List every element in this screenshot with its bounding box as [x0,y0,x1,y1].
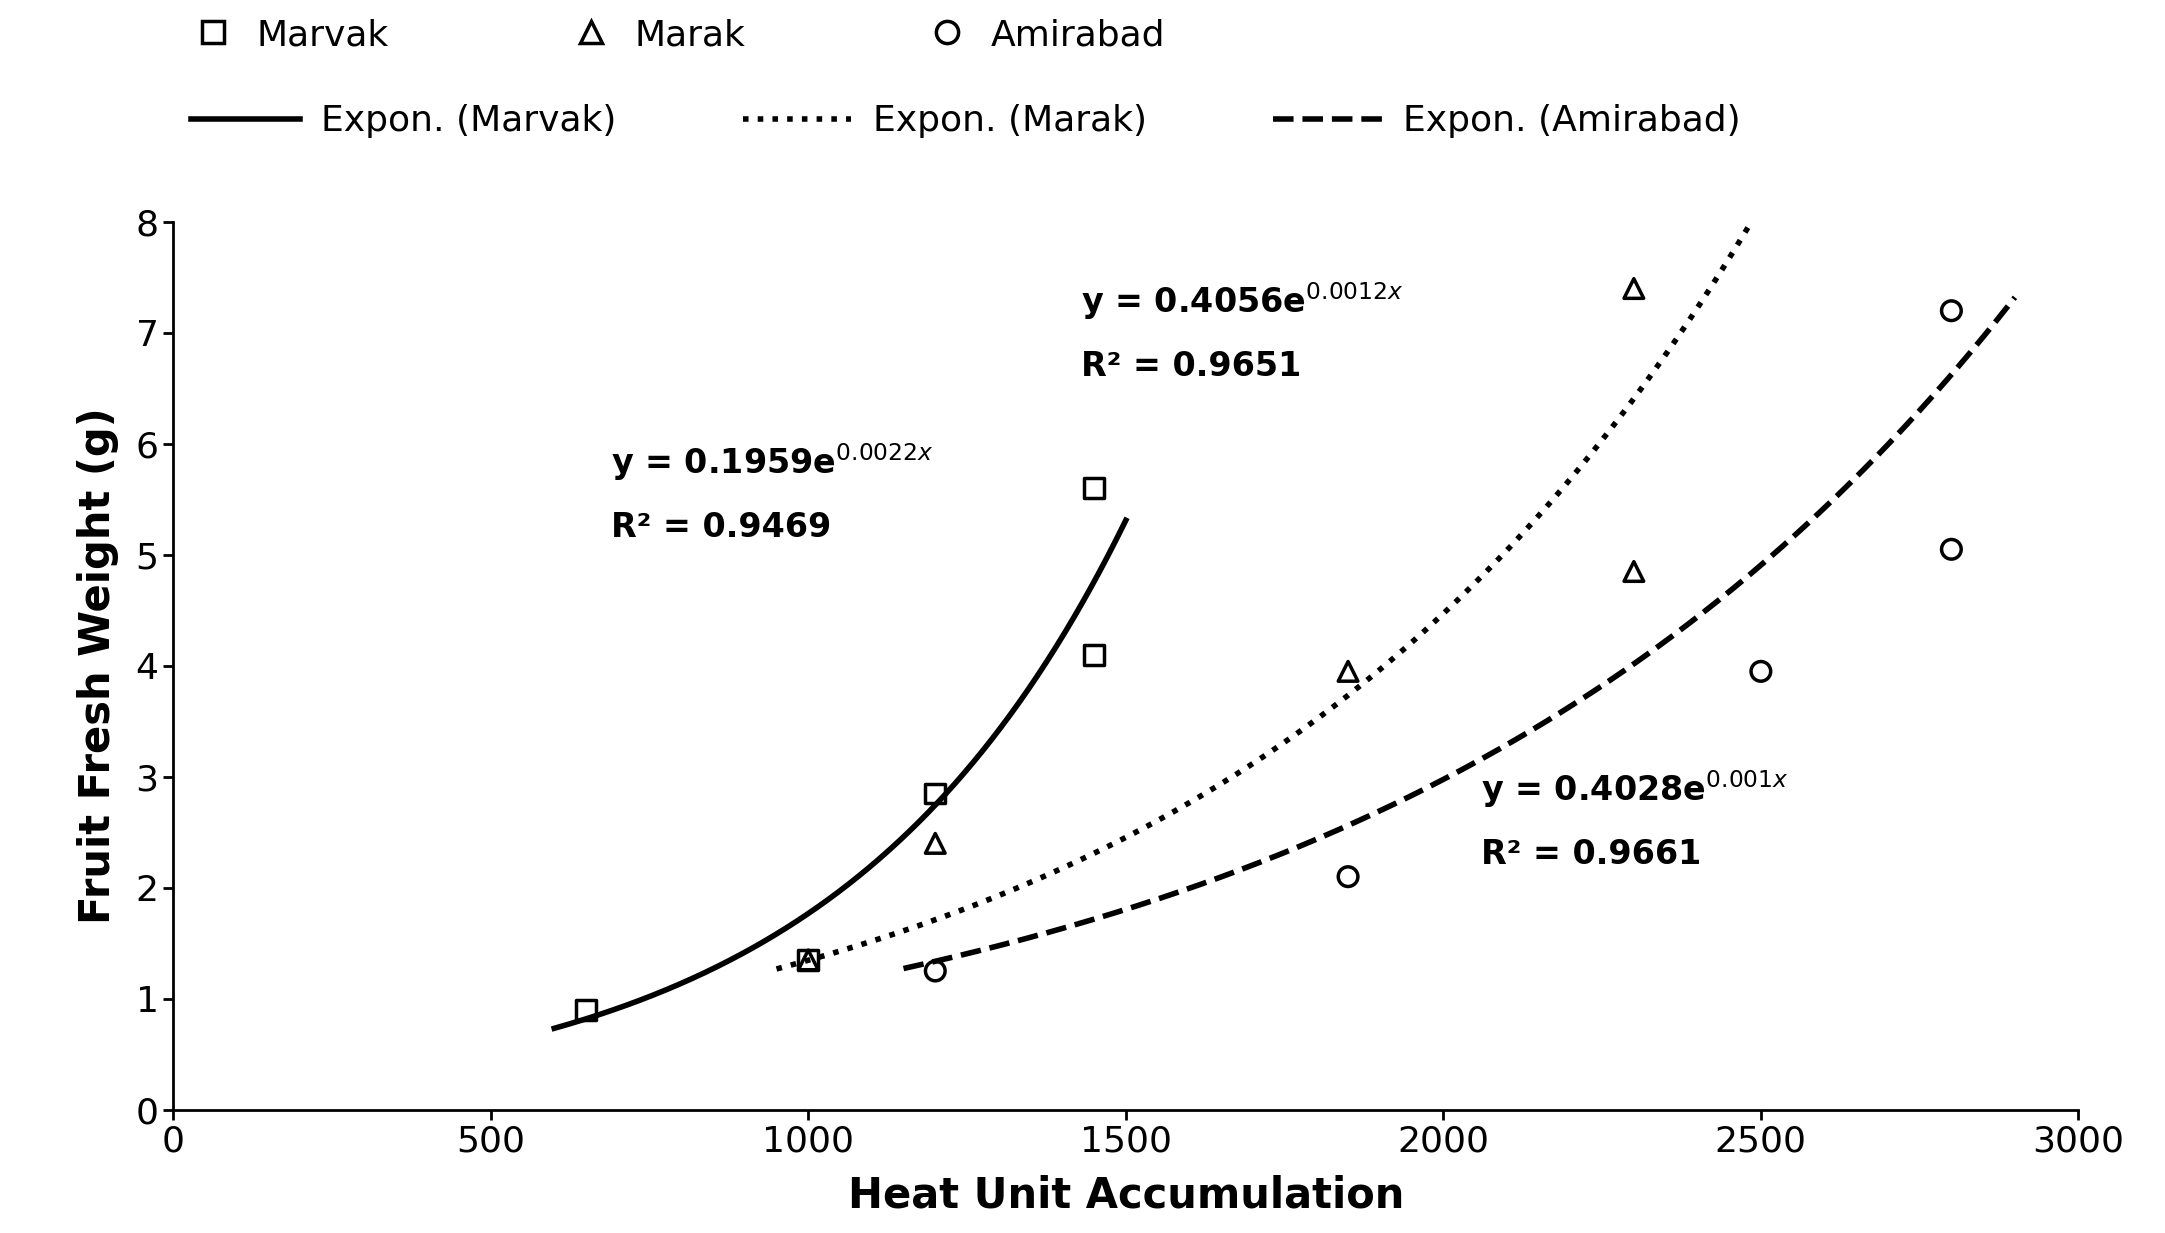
Point [1331,867,1366,887]
Point [1933,540,1968,560]
Point [1076,478,1111,498]
Point [790,949,825,969]
Text: y = 0.4028e$^{0.001x}$: y = 0.4028e$^{0.001x}$ [1481,768,1788,810]
Legend: Marvak, Marak, Amirabad: Marvak, Marak, Amirabad [191,18,1165,52]
Text: R² = 0.9469: R² = 0.9469 [611,510,831,544]
Text: R² = 0.9651: R² = 0.9651 [1080,350,1301,383]
Point [1933,301,1968,321]
Point [569,1000,604,1020]
Point [1617,279,1652,298]
Point [1076,645,1111,665]
Text: R² = 0.9661: R² = 0.9661 [1481,838,1702,870]
Legend: Expon. (Marvak), Expon. (Marak), Expon. (Amirabad): Expon. (Marvak), Expon. (Marak), Expon. … [191,105,1741,138]
Point [1743,661,1777,681]
Point [918,962,953,981]
Text: y = 0.4056e$^{0.0012x}$: y = 0.4056e$^{0.0012x}$ [1080,280,1403,322]
Point [918,784,953,804]
Point [790,949,825,969]
X-axis label: Heat Unit Accumulation: Heat Unit Accumulation [849,1175,1403,1217]
Y-axis label: Fruit Fresh Weight (g): Fruit Fresh Weight (g) [76,407,119,925]
Point [1331,661,1366,681]
Point [1617,562,1652,582]
Point [918,834,953,853]
Text: y = 0.1959e$^{0.0022x}$: y = 0.1959e$^{0.0022x}$ [611,441,933,482]
